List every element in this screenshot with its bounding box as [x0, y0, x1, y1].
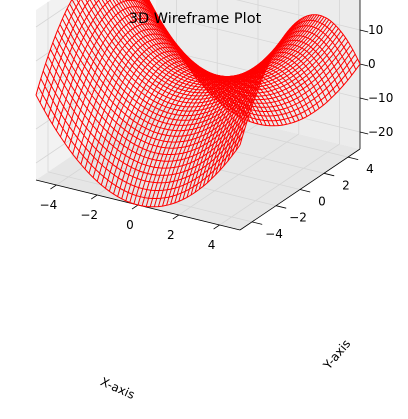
x-tick-label: 0 — [126, 218, 134, 232]
wire-line-y — [141, 0, 330, 83]
wire-line-y — [52, 42, 258, 155]
z-tick-mark — [359, 97, 369, 101]
wire-line-y — [42, 70, 248, 184]
wire-line-y — [148, 0, 354, 112]
y-tick-label: −2 — [289, 211, 307, 225]
wire-line-y — [66, 8, 272, 121]
z-tick-mark — [359, 29, 369, 33]
back-grid-z — [235, 0, 361, 31]
wire-line-y — [57, 29, 263, 143]
wire-line-y — [69, 3, 275, 117]
wire-line-y — [37, 86, 243, 199]
y-tick-mark — [275, 205, 287, 209]
y-tick-label: −4 — [265, 227, 283, 241]
y-tick-mark — [347, 156, 359, 160]
wire-line-y — [64, 13, 270, 126]
wire-line-y — [148, 0, 351, 108]
y-axis-label: Y-axis — [320, 337, 353, 373]
wire-line-x — [35, 0, 157, 96]
wire-line-y — [153, 8, 359, 122]
x-tick-mark — [213, 224, 220, 230]
wire-line-y — [35, 94, 241, 208]
z-tick-label: −10 — [368, 91, 393, 105]
wire-line-y — [61, 18, 267, 132]
wire-line-y — [54, 36, 260, 149]
x-tick-mark — [172, 214, 180, 220]
x-tick-label: −4 — [40, 198, 58, 212]
y-tick-label: 4 — [366, 162, 374, 176]
z-tick-label: 10 — [368, 23, 383, 37]
wire-line-y — [47, 56, 253, 169]
left-grid-z — [35, 0, 77, 28]
x-tick-mark — [131, 204, 139, 210]
wireframe-surface — [35, 0, 361, 208]
x-tick-label: 2 — [167, 228, 175, 242]
wire-line-y — [155, 13, 361, 127]
y-tick-mark — [251, 221, 263, 225]
wire-line-y — [143, 0, 335, 86]
y-tick-mark — [323, 172, 335, 177]
wire-line-y — [59, 24, 265, 137]
chart-title: 3D Wireframe Plot — [129, 11, 262, 27]
z-tick-mark — [359, 63, 369, 67]
x-axis-label: X-axis — [98, 375, 137, 402]
y-tick-label: 0 — [318, 195, 326, 209]
wire-line-y — [138, 0, 325, 80]
z-tick-label: −20 — [368, 125, 393, 139]
x-tick-mark — [50, 184, 57, 190]
floor-grid-y — [47, 171, 253, 223]
x-tick-label: −2 — [80, 208, 98, 222]
wire-line-y — [76, 0, 279, 108]
wire-line-x — [43, 0, 165, 111]
left-grid-z — [35, 81, 157, 164]
wire-line-y — [40, 78, 246, 191]
wire-line-x — [39, 0, 161, 103]
wire-line-y — [45, 63, 251, 176]
z-tick-label: 20 — [368, 0, 383, 3]
z-tick-label: 0 — [368, 57, 376, 71]
left-grid-z — [35, 0, 128, 62]
wire-line-y — [139, 0, 327, 81]
wire-line-y — [142, 0, 332, 84]
y-tick-mark — [299, 189, 311, 193]
y-tick-label: 2 — [342, 178, 350, 192]
wire-line-y — [71, 0, 277, 112]
wire-line-y — [80, 0, 282, 104]
wire-line-y — [49, 49, 255, 162]
x-tick-label: 4 — [208, 238, 216, 252]
z-tick-mark — [359, 131, 369, 135]
wire-line-y — [150, 3, 356, 117]
x-tick-mark — [90, 194, 98, 200]
